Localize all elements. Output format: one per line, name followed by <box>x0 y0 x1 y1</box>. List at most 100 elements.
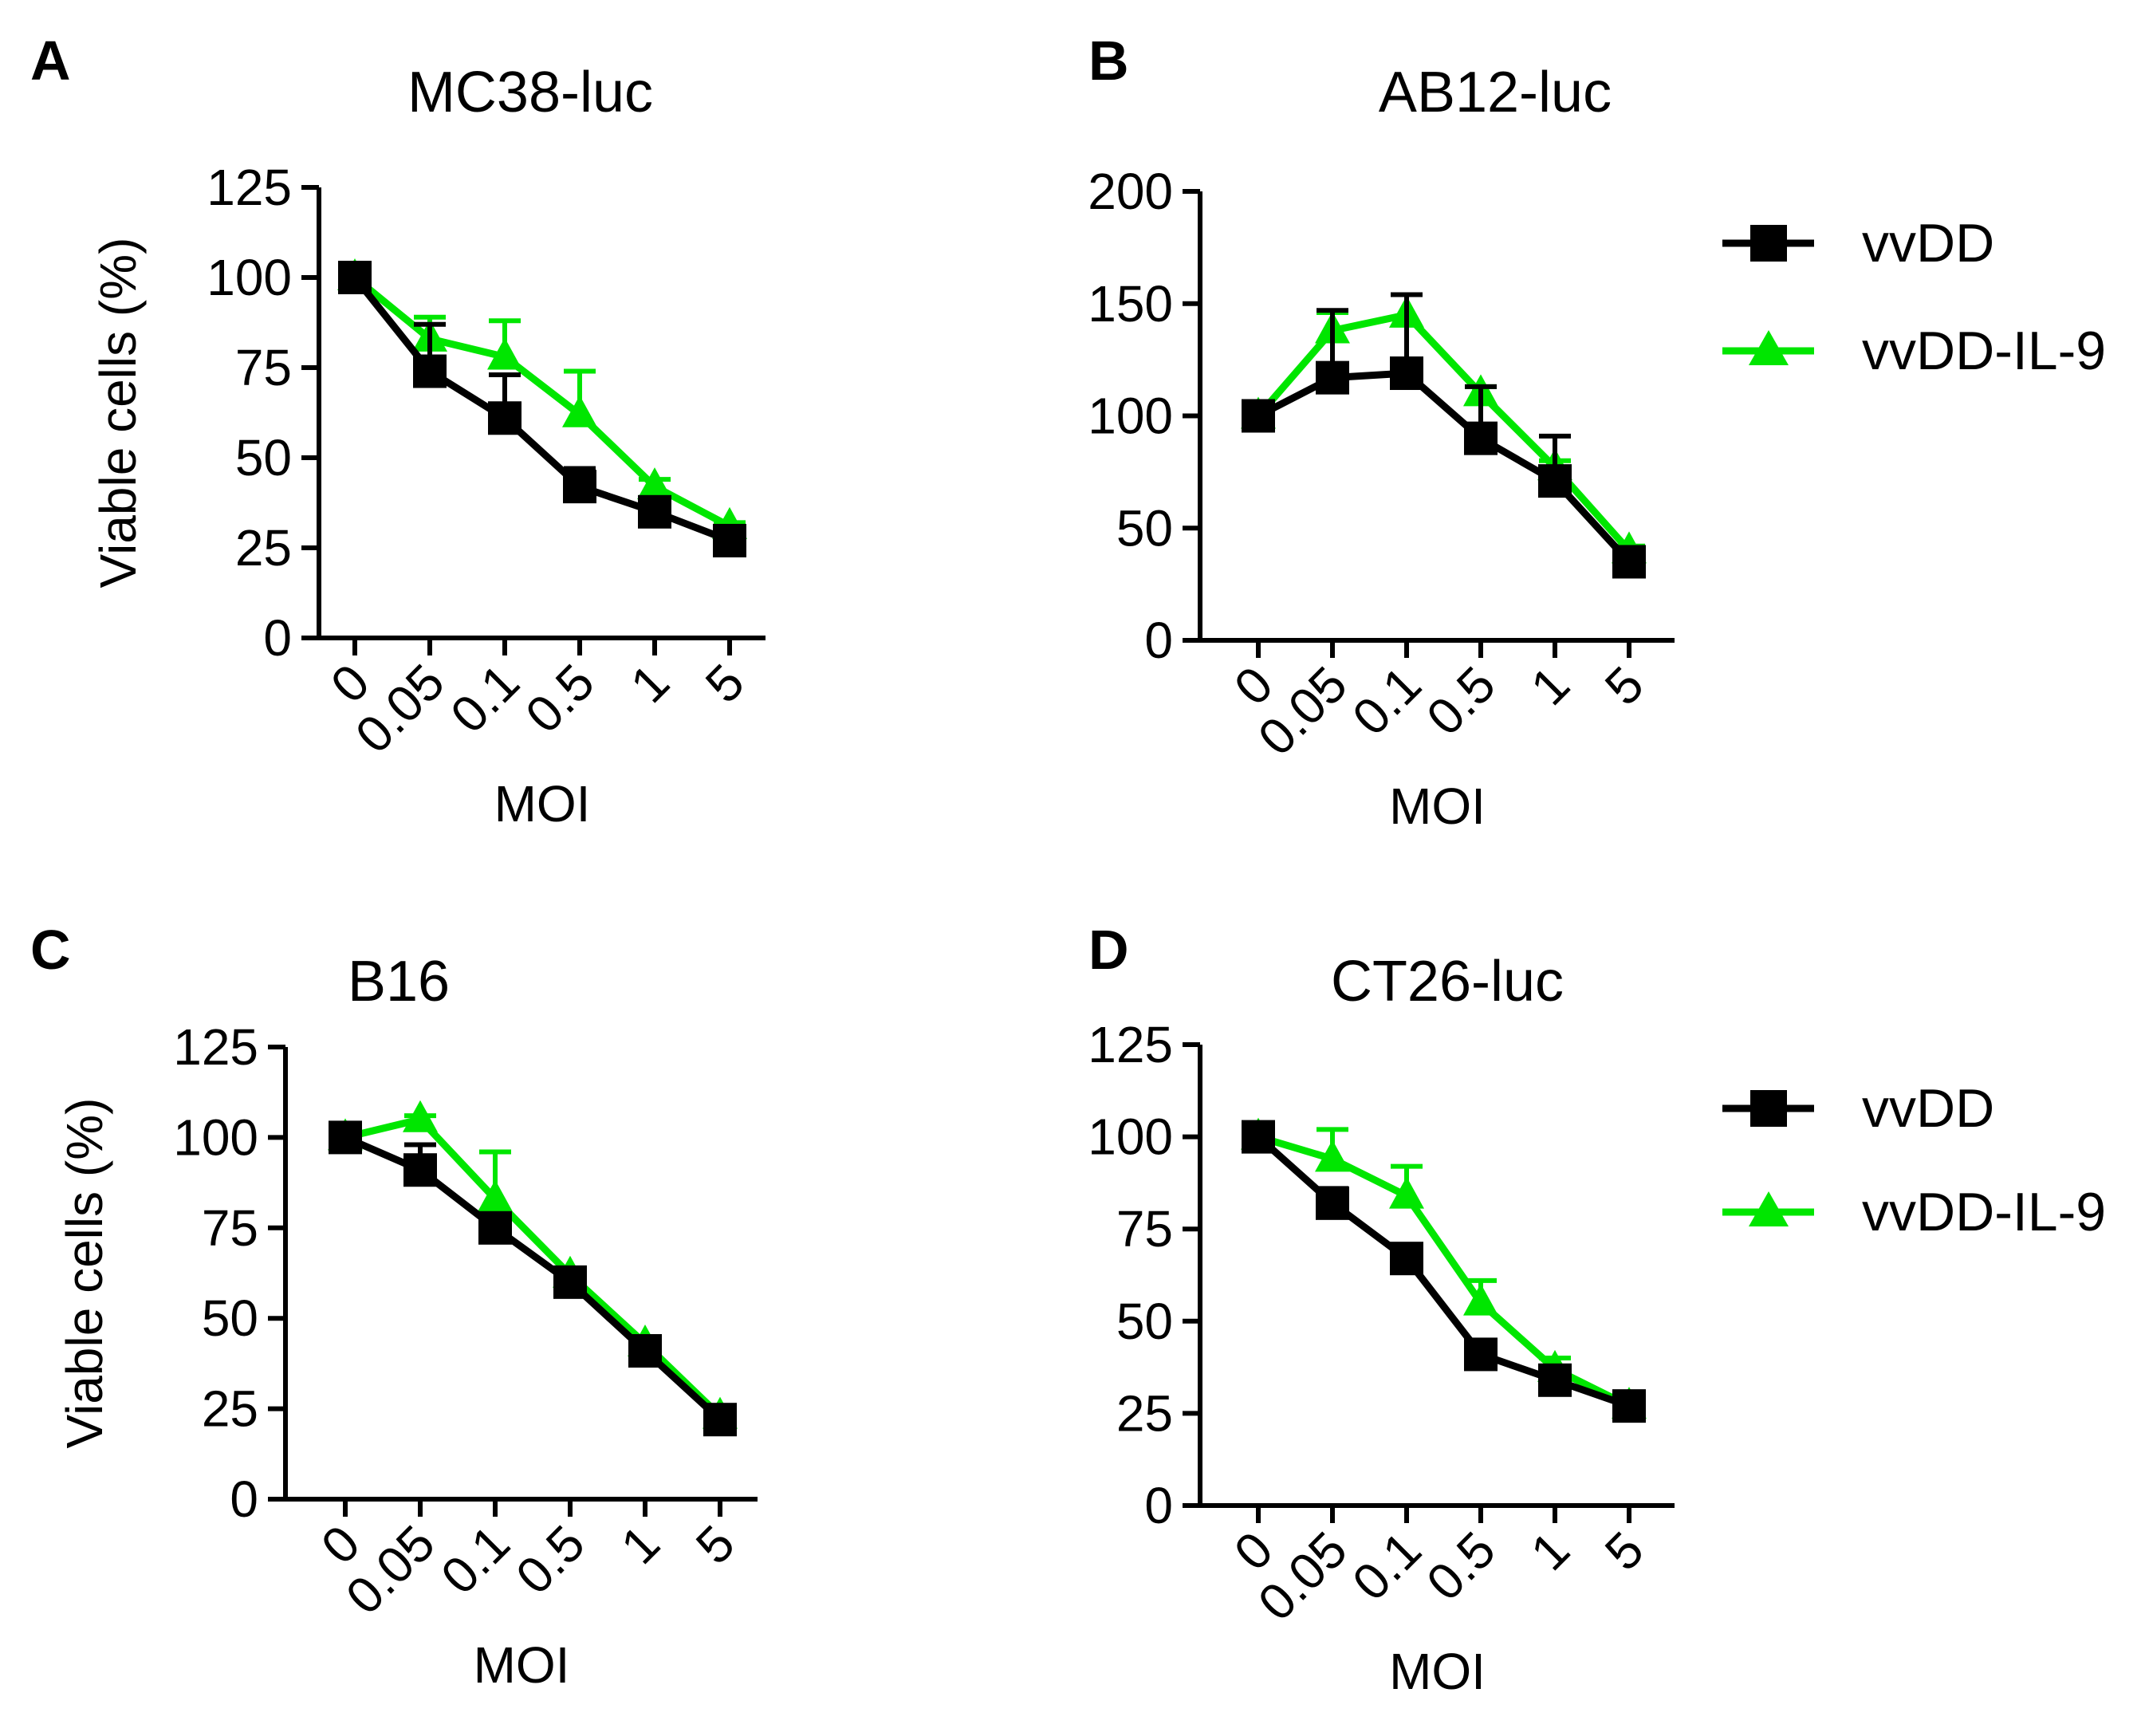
panel-title-d: CT26-luc <box>1331 950 1564 1014</box>
y-tick-label: 100 <box>173 1108 258 1166</box>
y-tick-label: 125 <box>173 1018 258 1076</box>
legend-top: vvDD vvDD-IL-9 <box>1722 213 2106 381</box>
data-point-square <box>478 1210 512 1245</box>
y-tick-label: 25 <box>202 1380 258 1438</box>
data-point-square <box>553 1265 587 1299</box>
series-line <box>1255 311 1632 553</box>
legend-triangle-marker <box>1749 330 1789 365</box>
x-tick-label: 0.05 <box>1247 655 1358 766</box>
y-tick-label: 0 <box>230 1470 258 1528</box>
series-vvdd <box>338 261 746 557</box>
series-line <box>352 275 731 545</box>
data-point-triangle <box>487 337 522 370</box>
series-vvdd-il9 <box>1241 292 1647 564</box>
y-tick-label: 50 <box>235 429 292 486</box>
data-point-square <box>329 1120 362 1155</box>
legend-label-vvdd: vvDD <box>1862 213 1994 274</box>
legend-bottom: vvDD vvDD-IL-9 <box>1722 1078 2106 1242</box>
y-tick-label: 125 <box>207 159 292 216</box>
x-tick-label: 0.05 <box>344 653 455 764</box>
data-point-square <box>1538 464 1572 498</box>
data-point-square <box>1464 421 1498 455</box>
data-point-square <box>1316 1186 1349 1220</box>
x-tick-label: 1 <box>1520 655 1580 716</box>
series-vvdd <box>329 1120 737 1437</box>
x-tick-label: 5 <box>1594 655 1655 716</box>
panel-letter-a: A <box>30 30 71 92</box>
x-tick-label: 5 <box>695 653 755 714</box>
x-tick-label: 0.1 <box>430 1514 521 1605</box>
y-axis-label: Viable cells (%) <box>56 1098 113 1449</box>
x-axis-label: MOI <box>474 1636 570 1694</box>
series-vvdd <box>1242 292 1646 579</box>
y-tick-label: 0 <box>1144 1477 1173 1534</box>
y-axis-label: Viable cells (%) <box>89 238 147 589</box>
panel-title-b: AB12-luc <box>1379 61 1612 124</box>
legend-square-marker <box>1750 225 1787 262</box>
data-point-square <box>1242 399 1275 433</box>
data-point-square <box>1538 1363 1572 1397</box>
y-tick-label: 50 <box>1116 499 1173 557</box>
data-point-square <box>1612 1389 1646 1423</box>
data-point-square <box>703 1403 737 1437</box>
x-tick-label: 0.1 <box>1341 1521 1432 1612</box>
y-tick-label: 75 <box>1116 1200 1173 1258</box>
y-tick-label: 0 <box>263 609 292 667</box>
data-point-square <box>1316 360 1349 395</box>
y-tick-label: 0 <box>1144 612 1173 669</box>
data-point-square <box>413 354 447 388</box>
y-tick-label: 125 <box>1088 1016 1173 1073</box>
data-point-square <box>563 470 596 504</box>
data-point-square <box>403 1153 437 1187</box>
x-tick-label: 5 <box>1594 1521 1655 1581</box>
panel-letter-c: C <box>30 919 71 981</box>
data-point-triangle <box>637 467 672 500</box>
y-tick-label: 50 <box>202 1289 258 1347</box>
panel-title-c: B16 <box>348 950 450 1014</box>
legend-label-vvdd: vvDD <box>1862 1078 1994 1139</box>
y-tick-label: 25 <box>1116 1384 1173 1442</box>
series-line <box>344 1134 723 1423</box>
legend-label-vvdd-il9: vvDD-IL-9 <box>1862 1182 2106 1242</box>
x-tick-label: 0.05 <box>335 1514 446 1625</box>
data-point-square <box>1464 1337 1498 1372</box>
series-vvdd <box>1242 1120 1646 1423</box>
series-line <box>1257 1133 1631 1410</box>
x-tick-label: 1 <box>1520 1521 1580 1581</box>
x-tick-label: 0.5 <box>514 653 605 744</box>
data-point-square <box>338 261 372 294</box>
panel-title-a: MC38-luc <box>407 61 653 124</box>
data-point-square <box>628 1334 662 1368</box>
x-tick-label: 0.5 <box>1415 1521 1506 1612</box>
x-axis-label: MOI <box>494 775 591 833</box>
data-point-triangle <box>1315 1140 1350 1172</box>
data-point-triangle <box>478 1179 513 1212</box>
panel-letter-d: D <box>1088 919 1129 981</box>
x-tick-label: 0.1 <box>439 653 530 744</box>
x-tick-label: 0.05 <box>1247 1521 1358 1632</box>
y-tick-label: 25 <box>235 519 292 577</box>
y-tick-label: 150 <box>1088 275 1173 333</box>
data-point-triangle <box>403 1100 438 1132</box>
data-point-square <box>1242 1120 1275 1154</box>
series-line <box>352 274 732 529</box>
x-tick-label: 5 <box>685 1514 746 1575</box>
y-tick-label: 200 <box>1088 163 1173 220</box>
data-point-square <box>1390 1242 1423 1276</box>
data-point-square <box>1612 545 1646 579</box>
y-tick-label: 75 <box>202 1199 258 1257</box>
x-axis-label: MOI <box>1389 1643 1486 1700</box>
data-point-square <box>713 523 746 557</box>
x-axis-label: MOI <box>1389 777 1486 835</box>
data-point-triangle <box>1389 1176 1424 1209</box>
x-tick-label: 1 <box>620 653 680 714</box>
data-point-square <box>488 401 521 435</box>
x-tick-label: 0.5 <box>1415 655 1506 746</box>
y-tick-label: 75 <box>235 339 292 396</box>
